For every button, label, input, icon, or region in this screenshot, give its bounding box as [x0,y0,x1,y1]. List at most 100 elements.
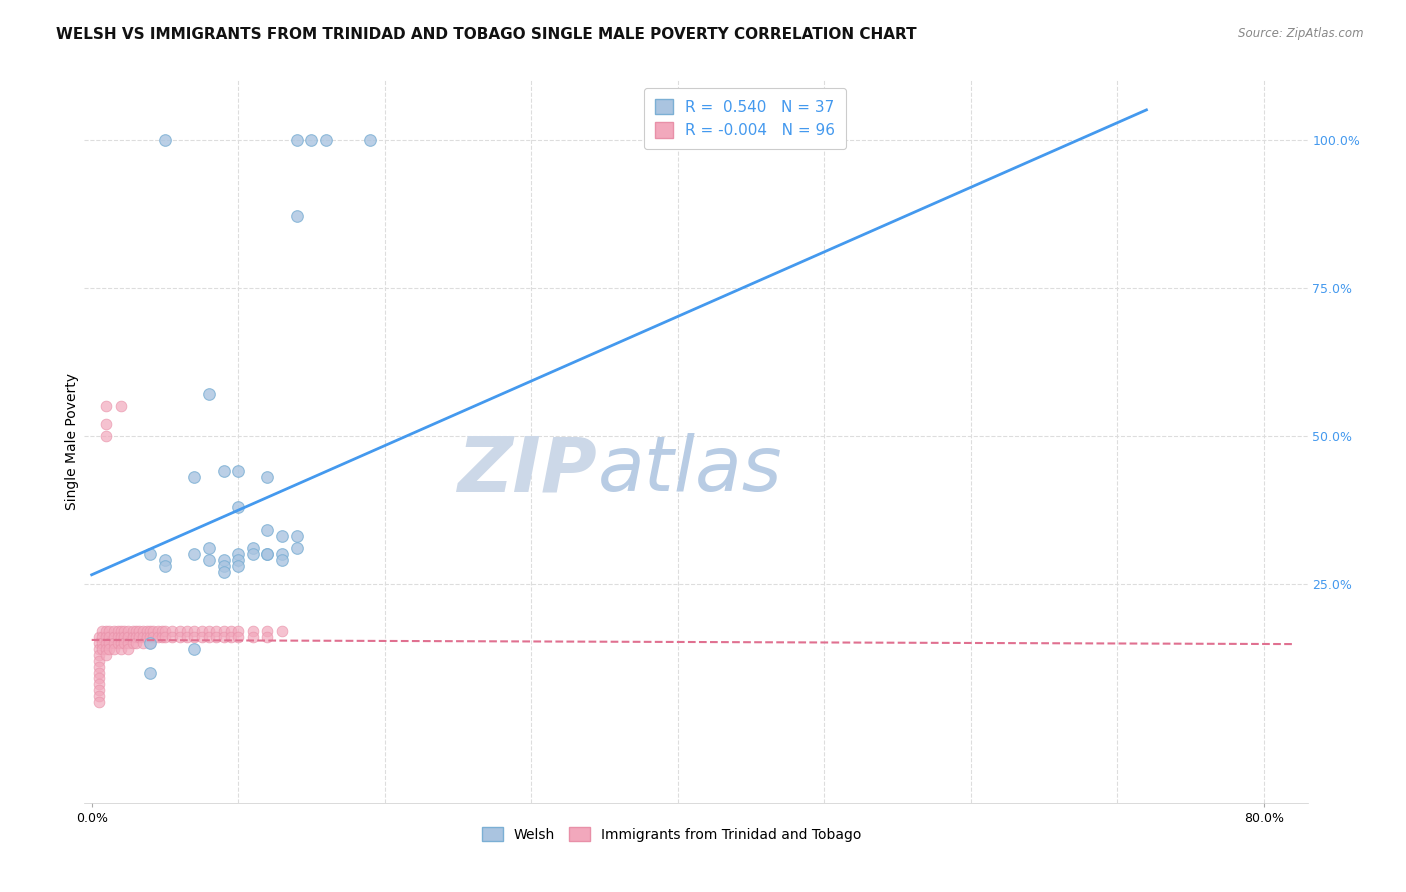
Point [87,636,110,650]
Point [169,624,191,638]
Point [146,630,169,644]
Point [285,210,308,224]
Point [110,630,132,644]
Point [226,553,249,567]
Point [139,624,162,638]
Point [183,624,205,638]
Point [256,547,278,561]
Point [96,624,118,638]
Point [242,547,264,561]
Point [87,665,110,680]
Point [139,547,162,561]
Text: ZIP: ZIP [458,434,598,508]
Point [87,683,110,698]
Point [198,630,221,644]
Point [87,689,110,703]
Point [153,624,176,638]
Point [139,630,162,644]
Point [124,630,146,644]
Point [183,547,205,561]
Point [124,636,146,650]
Point [87,695,110,709]
Point [190,630,212,644]
Point [98,641,121,656]
Point [91,630,114,644]
Point [153,553,176,567]
Point [132,636,155,650]
Point [150,624,173,638]
Legend: Welsh, Immigrants from Trinidad and Tobago: Welsh, Immigrants from Trinidad and Toba… [474,819,869,850]
Point [136,630,159,644]
Point [226,547,249,561]
Point [198,624,221,638]
Point [117,624,139,638]
Point [169,630,191,644]
Point [96,399,118,413]
Point [132,630,155,644]
Point [256,547,278,561]
Point [212,624,235,638]
Point [124,624,146,638]
Point [183,470,205,484]
Point [226,624,249,638]
Point [219,624,242,638]
Point [226,500,249,514]
Point [212,558,235,573]
Text: atlas: atlas [598,434,783,508]
Point [256,624,278,638]
Point [242,541,264,556]
Point [176,624,198,638]
Point [315,132,337,146]
Point [285,132,308,146]
Point [271,547,294,561]
Point [98,636,121,650]
Point [285,529,308,543]
Point [212,565,235,579]
Point [96,636,118,650]
Point [103,636,125,650]
Point [136,624,159,638]
Point [256,630,278,644]
Point [153,630,176,644]
Point [87,659,110,673]
Text: Source: ZipAtlas.com: Source: ZipAtlas.com [1239,27,1364,40]
Point [205,630,228,644]
Point [153,132,176,146]
Point [242,624,264,638]
Point [226,558,249,573]
Point [256,470,278,484]
Point [103,624,125,638]
Point [139,636,162,650]
Point [142,630,165,644]
Point [121,636,143,650]
Point [96,648,118,662]
Point [219,630,242,644]
Point [121,630,143,644]
Point [96,428,118,442]
Point [139,636,162,650]
Point [183,641,205,656]
Point [128,630,150,644]
Point [212,630,235,644]
Point [176,630,198,644]
Point [87,641,110,656]
Point [256,524,278,538]
Point [107,636,129,650]
Point [110,641,132,656]
Point [359,132,381,146]
Point [212,464,235,478]
Point [132,624,155,638]
Point [271,624,294,638]
Point [87,630,110,644]
Point [139,665,162,680]
Point [107,624,129,638]
Y-axis label: Single Male Poverty: Single Male Poverty [65,373,79,510]
Point [110,399,132,413]
Point [117,636,139,650]
Point [110,636,132,650]
Point [107,630,129,644]
Point [112,636,135,650]
Point [146,624,169,638]
Point [183,630,205,644]
Point [226,464,249,478]
